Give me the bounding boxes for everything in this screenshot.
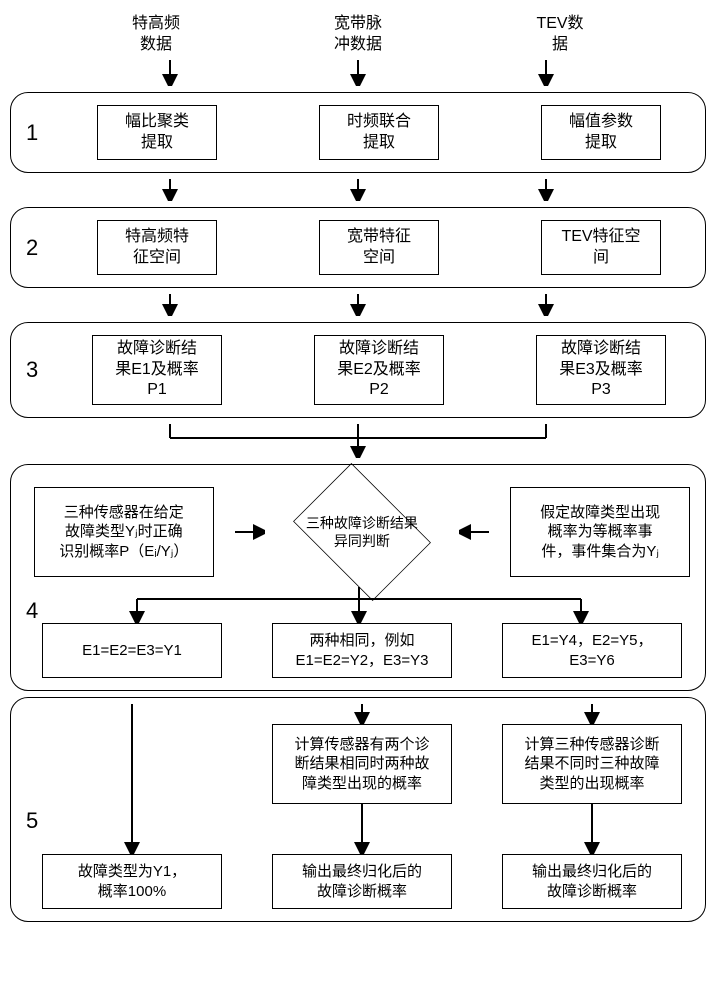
- arrows-1-2: [10, 179, 706, 201]
- s5-calc3: 计算三种传感器诊断结果不同时三种故障类型的出现概率: [502, 724, 682, 804]
- arrow-calc2-out: [352, 804, 372, 854]
- stage-2: 2 特高频特征空间 宽带特征空间 TEV特征空间: [10, 207, 706, 288]
- input-uhf: 特高频数据: [106, 10, 206, 60]
- s3-e1: 故障诊断结果E1及概率P1: [92, 335, 222, 405]
- arrows-into-stage1: [10, 60, 706, 86]
- input-row: 特高频数据 宽带脉冲数据 TEV数据: [10, 10, 706, 60]
- stage-5: 5 故障类型为Y1，概率100% 计算传感器有两个诊断结果相同时两种故障类型出现…: [10, 697, 706, 922]
- s2-tev: TEV特征空间: [541, 220, 661, 275]
- s4-case3: E1=Y4，E2=Y5，E3=Y6: [502, 623, 682, 678]
- stage-1: 1 幅比聚类提取 时频联合提取 幅值参数提取: [10, 92, 706, 173]
- s1-tev: 幅值参数提取: [541, 105, 661, 160]
- s4-case2: 两种相同，例如E1=E2=Y2，E3=Y3: [272, 623, 452, 678]
- s5-out2: 输出最终归化后的故障诊断概率: [272, 854, 452, 909]
- s3-e3: 故障诊断结果E3及概率P3: [536, 335, 666, 405]
- arrows-2-3: [10, 294, 706, 316]
- s5-col1: 故障类型为Y1，概率100%: [42, 704, 222, 909]
- s5-col2: 计算传感器有两个诊断结果相同时两种故障类型出现的概率 输出最终归化后的故障诊断概…: [272, 704, 452, 909]
- s5-col3: 计算三种传感器诊断结果不同时三种故障类型的出现概率 输出最终归化后的故障诊断概率: [502, 704, 682, 909]
- s5-calc2: 计算传感器有两个诊断结果相同时两种故障类型出现的概率: [272, 724, 452, 804]
- diamond-branches: [27, 587, 691, 623]
- s1-uhf: 幅比聚类提取: [97, 105, 217, 160]
- arrow-case2-calc: [352, 704, 372, 724]
- arrows-3-merge: [10, 424, 706, 458]
- s5-out1: 故障类型为Y1，概率100%: [42, 854, 222, 909]
- arrow-left-into-diamond: [235, 522, 265, 542]
- arrow-calc3-out: [582, 804, 602, 854]
- s2-broadband: 宽带特征空间: [319, 220, 439, 275]
- diamond-text: 三种故障诊断结果异同判断: [297, 514, 427, 550]
- arrow-case1-out: [122, 704, 142, 854]
- arrow-right-into-diamond: [459, 522, 489, 542]
- arrow-case3-calc: [582, 704, 602, 724]
- s5-out3: 输出最终归化后的故障诊断概率: [502, 854, 682, 909]
- stage-3: 3 故障诊断结果E1及概率P1 故障诊断结果E2及概率P2 故障诊断结果E3及概…: [10, 322, 706, 418]
- input-tev: TEV数据: [510, 10, 610, 60]
- stage-1-num: 1: [26, 120, 38, 146]
- s4-left-note: 三种传感器在给定故障类型Yⱼ时正确识别概率P（Eᵢ/Yⱼ）: [34, 487, 214, 577]
- s3-e2: 故障诊断结果E2及概率P2: [314, 335, 444, 405]
- s4-right-note: 假定故障类型出现概率为等概率事件，事件集合为Yⱼ: [510, 487, 690, 577]
- input-broadband: 宽带脉冲数据: [308, 10, 408, 60]
- stage-4: 4 三种传感器在给定故障类型Yⱼ时正确识别概率P（Eᵢ/Yⱼ） 三种故障诊断结果…: [10, 464, 706, 691]
- stage-3-num: 3: [26, 357, 38, 383]
- stage-5-num: 5: [26, 808, 38, 834]
- diamond-wrap: 三种故障诊断结果异同判断: [287, 477, 437, 587]
- s2-uhf: 特高频特征空间: [97, 220, 217, 275]
- s1-broadband: 时频联合提取: [319, 105, 439, 160]
- stage-2-num: 2: [26, 235, 38, 261]
- stage-4-num: 4: [26, 598, 38, 624]
- decision-diamond: 三种故障诊断结果异同判断: [293, 463, 431, 601]
- s4-case1: E1=E2=E3=Y1: [42, 623, 222, 678]
